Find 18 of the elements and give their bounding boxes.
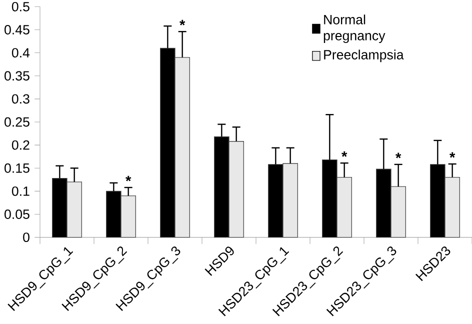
- y-tick-label: 0.2: [12, 140, 30, 150]
- legend-label: Preeclampsia: [324, 50, 404, 62]
- annotation: *: [396, 152, 402, 158]
- y-tick-label: 0: [23, 232, 30, 242]
- y-tick-label: 0.35: [4, 71, 30, 81]
- y-tick-label: 0.4: [12, 48, 30, 58]
- y-tick-label: 0.05: [4, 210, 30, 219]
- y-tick-label: 0.5: [12, 2, 30, 12]
- legend-label: Normal pregnancy: [324, 14, 386, 43]
- y-tick-label: 0.25: [4, 117, 30, 127]
- y-tick-label: 0.1: [12, 186, 30, 196]
- y-tick-label: 0.15: [4, 163, 30, 173]
- annotation: *: [126, 176, 132, 182]
- y-tick-label: 0.3: [12, 94, 30, 104]
- annotation: *: [450, 152, 456, 158]
- annotation: *: [180, 20, 186, 26]
- annotation: *: [342, 151, 348, 157]
- y-tick-label: 0.45: [4, 25, 30, 34]
